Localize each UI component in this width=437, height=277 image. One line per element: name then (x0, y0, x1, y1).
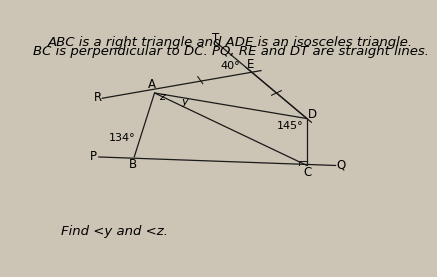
Text: C: C (304, 166, 312, 179)
Text: 134°: 134° (108, 133, 135, 143)
Text: Q: Q (336, 159, 345, 172)
Text: A: A (148, 78, 156, 91)
Text: P: P (90, 150, 97, 163)
Text: E: E (247, 58, 254, 71)
Text: Find <y and <z.: Find <y and <z. (61, 225, 168, 238)
Text: 40°: 40° (220, 61, 240, 71)
Text: D: D (308, 108, 317, 121)
Text: y: y (182, 97, 188, 107)
Text: z: z (160, 92, 165, 102)
Text: B: B (129, 158, 137, 171)
Text: T: T (212, 32, 219, 45)
Text: 145°: 145° (277, 121, 303, 131)
Text: ABC is a right triangle and ADE is an isosceles triangle.: ABC is a right triangle and ADE is an is… (48, 37, 413, 49)
Text: R: R (94, 91, 102, 104)
Text: BC is perpendicular to DC. PQ, RE and DT are straight lines.: BC is perpendicular to DC. PQ, RE and DT… (33, 45, 429, 58)
